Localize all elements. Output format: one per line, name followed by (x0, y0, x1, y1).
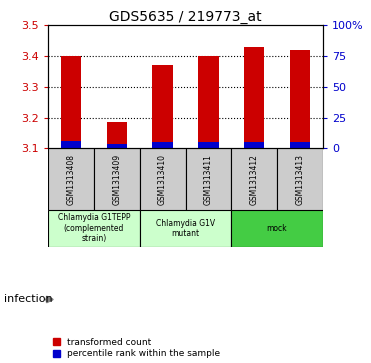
Legend: transformed count, percentile rank within the sample: transformed count, percentile rank withi… (53, 338, 220, 359)
Bar (61, 141, 81, 148)
Bar (106, 144, 127, 148)
Bar (186, 148, 231, 210)
Text: GSM1313410: GSM1313410 (158, 154, 167, 205)
Bar (48, 210, 140, 247)
Bar (48, 148, 94, 210)
Bar (106, 122, 127, 148)
Bar (61, 56, 81, 148)
Bar (231, 210, 323, 247)
Text: GSM1313408: GSM1313408 (67, 154, 76, 205)
Bar (277, 148, 323, 210)
Bar (152, 65, 173, 148)
Text: GSM1313409: GSM1313409 (112, 154, 121, 205)
Bar (290, 142, 310, 148)
Bar (140, 210, 231, 247)
Bar (244, 142, 265, 148)
Text: mock: mock (267, 224, 287, 233)
Bar (244, 47, 265, 148)
Bar (152, 142, 173, 148)
Bar (198, 142, 219, 148)
Text: Chlamydia G1V
mutant: Chlamydia G1V mutant (156, 219, 215, 238)
Title: GDS5635 / 219773_at: GDS5635 / 219773_at (109, 11, 262, 24)
Text: infection: infection (4, 294, 52, 305)
Text: GSM1313412: GSM1313412 (250, 154, 259, 205)
Text: GSM1313411: GSM1313411 (204, 154, 213, 205)
Bar (231, 148, 277, 210)
Text: GSM1313413: GSM1313413 (295, 154, 304, 205)
Bar (290, 50, 310, 148)
Bar (94, 148, 140, 210)
Text: Chlamydia G1TEPP
(complemented
strain): Chlamydia G1TEPP (complemented strain) (58, 213, 130, 243)
Bar (198, 56, 219, 148)
Bar (140, 148, 186, 210)
